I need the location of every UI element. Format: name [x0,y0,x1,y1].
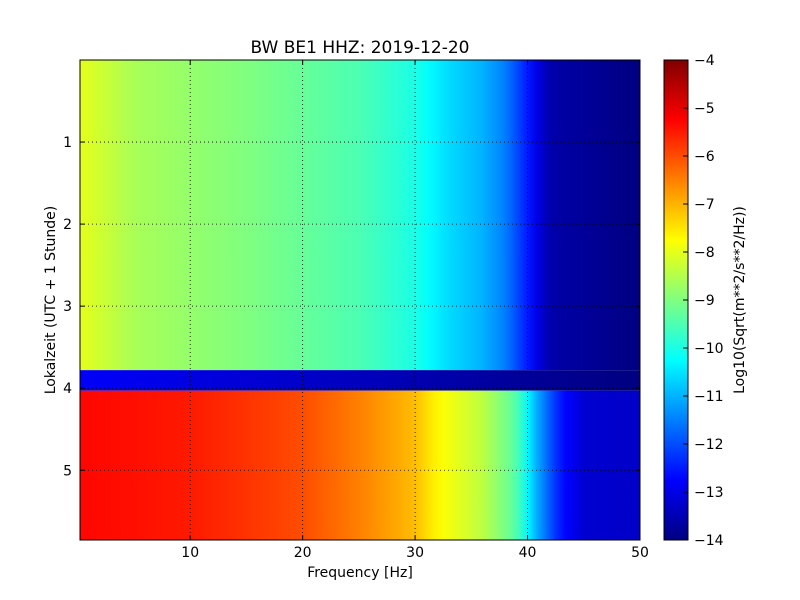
colorbar-tick-label: −12 [694,437,724,453]
plot-frame [79,59,641,541]
colorbar-label: Log10(Sqrt(m**2/s**2/Hz)) [732,206,748,394]
colorbar-tick-label: −14 [694,533,724,549]
y-tick-label: 4 [63,381,72,397]
x-tick-label: 10 [181,545,199,561]
colorbar-tick-label: −10 [694,341,724,357]
y-axis-label: Lokalzeit (UTC + 1 Stunde) [43,206,59,395]
x-tick-label: 20 [294,545,312,561]
spectrogram-segment [80,390,640,540]
x-tick-label: 50 [631,545,649,561]
colorbar-tick-label: −9 [694,293,715,309]
colorbar-tick-label: −8 [694,245,715,261]
colorbar-tick-label: −7 [694,197,715,213]
colorbar: −4 −5 −6 −7 −8 −9 −10 −11 −12 −13 −14 [663,53,724,549]
colorbar-tick-label: −13 [694,485,724,501]
y-tick-label: 1 [63,135,72,151]
chart-title: BW BE1 HHZ: 2019-12-20 [250,38,469,58]
x-axis-ticks: 10 20 30 40 50 [181,60,649,561]
spectrogram-segment [80,370,640,391]
colorbar-tick-label: −5 [694,101,715,117]
colorbar-tick-label: −11 [694,389,724,405]
colorbar-tick-label: −6 [694,149,715,165]
x-tick-label: 40 [519,545,537,561]
x-tick-label: 30 [406,545,424,561]
y-tick-label: 5 [63,463,72,479]
colorbar-tick-label: −4 [694,53,715,69]
heatmap-plot-area [79,59,641,541]
y-tick-label: 3 [63,299,72,315]
y-tick-label: 2 [63,217,72,233]
spectrogram-segment [80,60,640,371]
x-axis-label: Frequency [Hz] [307,565,413,581]
y-axis-ticks: 1 2 3 4 5 [63,135,640,479]
